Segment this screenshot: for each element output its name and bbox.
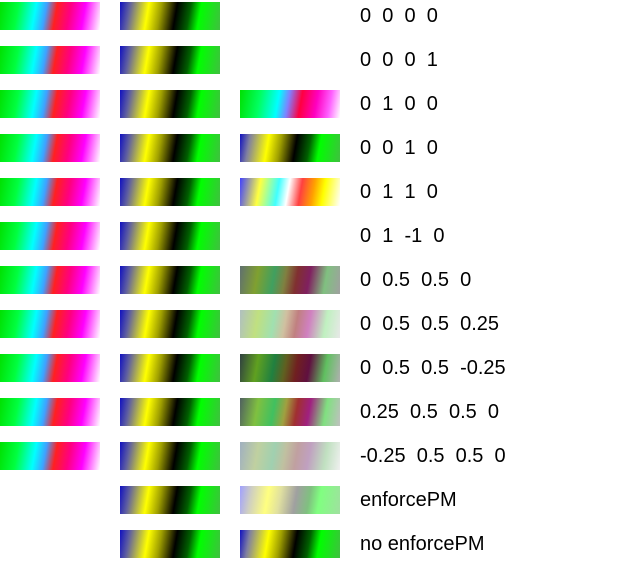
source-swatch-a [0, 90, 100, 118]
row-label: 0 1 -1 0 [360, 225, 445, 247]
row-k0110: 0 1 1 0 [0, 178, 640, 206]
result-swatch [240, 398, 340, 426]
source-swatch-b [120, 530, 220, 558]
row-k0-half: 0 0.5 0.5 0 [0, 266, 640, 294]
result-swatch [240, 266, 340, 294]
row-k0-half-plus: 0 0.5 0.5 0.25 [0, 310, 640, 338]
source-swatch-a [0, 46, 100, 74]
source-swatch-a [0, 134, 100, 162]
row-label: 0 0.5 0.5 0.25 [360, 313, 499, 335]
row-label: 0 1 0 0 [360, 93, 438, 115]
result-swatch [240, 90, 340, 118]
source-swatch-a [0, 354, 100, 382]
row-k1-plus: 0.25 0.5 0.5 0 [0, 398, 640, 426]
row-label: 0 1 1 0 [360, 181, 438, 203]
source-swatch-b [120, 90, 220, 118]
row-k0100: 0 1 0 0 [0, 90, 640, 118]
row-k0000: 0 0 0 0 [0, 2, 640, 30]
row-enforce-pm: enforcePM [0, 486, 640, 514]
source-swatch-a [0, 398, 100, 426]
result-swatch [240, 134, 340, 162]
row-label: 0 0 0 1 [360, 49, 438, 71]
source-swatch-b [120, 442, 220, 470]
source-swatch-b [120, 266, 220, 294]
row-label: 0.25 0.5 0.5 0 [360, 401, 499, 423]
result-swatch [240, 178, 340, 206]
result-swatch [240, 442, 340, 470]
source-swatch-a [0, 178, 100, 206]
source-swatch-a [0, 310, 100, 338]
row-label: 0 0.5 0.5 -0.25 [360, 357, 506, 379]
result-swatch [240, 486, 340, 514]
row-k0-half-minus: 0 0.5 0.5 -0.25 [0, 354, 640, 382]
source-swatch-b [120, 178, 220, 206]
result-swatch [240, 310, 340, 338]
source-swatch-b [120, 398, 220, 426]
source-swatch-b [120, 354, 220, 382]
row-k0010: 0 0 1 0 [0, 134, 640, 162]
row-k0001: 0 0 0 1 [0, 46, 640, 74]
row-no-enforce-pm: no enforcePM [0, 530, 640, 558]
source-swatch-a [0, 2, 100, 30]
row-k1-minus: -0.25 0.5 0.5 0 [0, 442, 640, 470]
row-label: no enforcePM [360, 533, 485, 555]
source-swatch-a [0, 442, 100, 470]
source-swatch-b [120, 2, 220, 30]
result-swatch [240, 354, 340, 382]
source-swatch-b [120, 46, 220, 74]
row-label: 0 0.5 0.5 0 [360, 269, 472, 291]
source-swatch-b [120, 134, 220, 162]
row-label: 0 0 1 0 [360, 137, 438, 159]
row-label: -0.25 0.5 0.5 0 [360, 445, 506, 467]
source-swatch-b [120, 222, 220, 250]
source-swatch-b [120, 310, 220, 338]
row-label: 0 0 0 0 [360, 5, 438, 27]
result-swatch [240, 530, 340, 558]
row-label: enforcePM [360, 489, 457, 511]
source-swatch-a [0, 266, 100, 294]
source-swatch-a [0, 222, 100, 250]
source-swatch-b [120, 486, 220, 514]
row-k01m10: 0 1 -1 0 [0, 222, 640, 250]
